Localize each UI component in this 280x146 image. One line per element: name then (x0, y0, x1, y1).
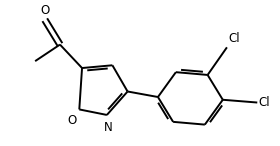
Text: O: O (40, 4, 49, 17)
Text: Cl: Cl (259, 96, 270, 109)
Text: N: N (104, 121, 113, 134)
Text: O: O (68, 114, 77, 127)
Text: Cl: Cl (229, 32, 241, 45)
